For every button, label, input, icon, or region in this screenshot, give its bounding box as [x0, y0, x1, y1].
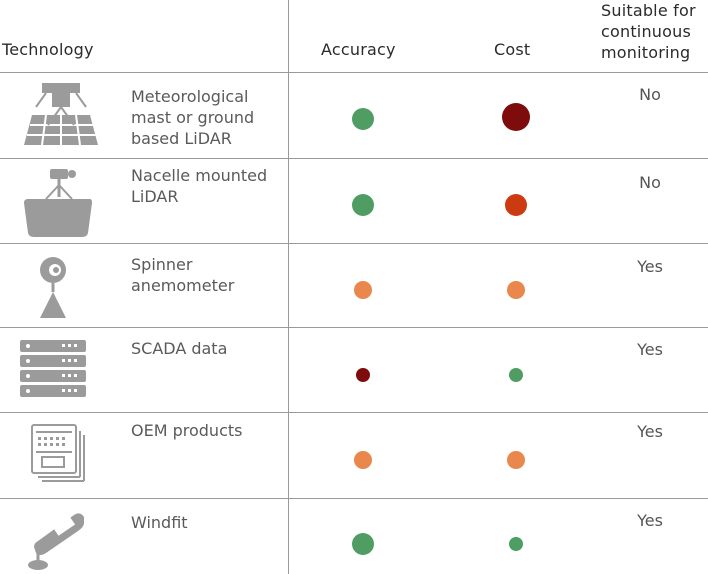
- header-suitable-line1: Suitable for: [601, 1, 696, 20]
- suitable-value: Yes: [637, 422, 663, 441]
- suitable-value: Yes: [637, 340, 663, 359]
- header-technology: Technology: [2, 40, 94, 59]
- accuracy-indicator: [352, 533, 374, 555]
- cost-indicator: [507, 451, 525, 469]
- oem-device-icon: [31, 424, 85, 482]
- suitable-value: No: [639, 173, 661, 192]
- row-divider: [0, 498, 708, 499]
- lidar-mast-icon: [24, 83, 98, 146]
- nacelle-lidar-icon: [24, 169, 92, 237]
- header-suitable-line3: monitoring: [601, 43, 691, 62]
- accuracy-indicator: [354, 451, 372, 469]
- header-suitable-line2: continuous: [601, 22, 691, 41]
- table-row: Nacelle mounted LiDAR No: [0, 159, 708, 243]
- accuracy-indicator: [352, 108, 374, 130]
- cost-indicator: [505, 194, 527, 216]
- handheld-device-icon: [28, 513, 84, 570]
- suitable-value: Yes: [637, 511, 663, 530]
- technology-name: Nacelle mounted LiDAR: [131, 166, 268, 206]
- technology-name: SCADA data: [131, 339, 228, 358]
- accuracy-indicator: [354, 281, 372, 299]
- table-row: SCADA data Yes: [0, 328, 708, 412]
- cost-indicator: [502, 103, 530, 131]
- row-divider: [0, 72, 708, 73]
- table-row: Windfit Yes: [0, 499, 708, 574]
- row-divider: [0, 327, 708, 328]
- row-divider: [0, 412, 708, 413]
- cost-indicator: [507, 281, 525, 299]
- technology-name: Spinner anemometer: [131, 255, 235, 295]
- accuracy-indicator: [356, 368, 370, 382]
- row-divider: [0, 158, 708, 159]
- column-divider: [288, 0, 289, 574]
- spinner-anemometer-icon: [40, 257, 66, 318]
- table-row: Meteorological mast or ground based LiDAR …: [0, 73, 708, 158]
- suitable-value: Yes: [637, 257, 663, 276]
- table-row: OEM products Yes: [0, 413, 708, 498]
- technology-name: Windfit: [131, 513, 188, 532]
- cost-indicator: [509, 537, 523, 551]
- suitable-value: No: [639, 85, 661, 104]
- table-row: Spinner anemometer Yes: [0, 244, 708, 327]
- row-divider: [0, 243, 708, 244]
- header-suitable: Suitable for continuous monitoring: [601, 0, 696, 63]
- header-cost: Cost: [494, 40, 531, 59]
- accuracy-indicator: [352, 194, 374, 216]
- header-accuracy: Accuracy: [321, 40, 396, 59]
- cost-indicator: [509, 368, 523, 382]
- technology-name: OEM products: [131, 421, 243, 440]
- technology-name: Meteorological mast or ground based LiDAR: [131, 87, 255, 148]
- server-rack-icon: [20, 340, 86, 397]
